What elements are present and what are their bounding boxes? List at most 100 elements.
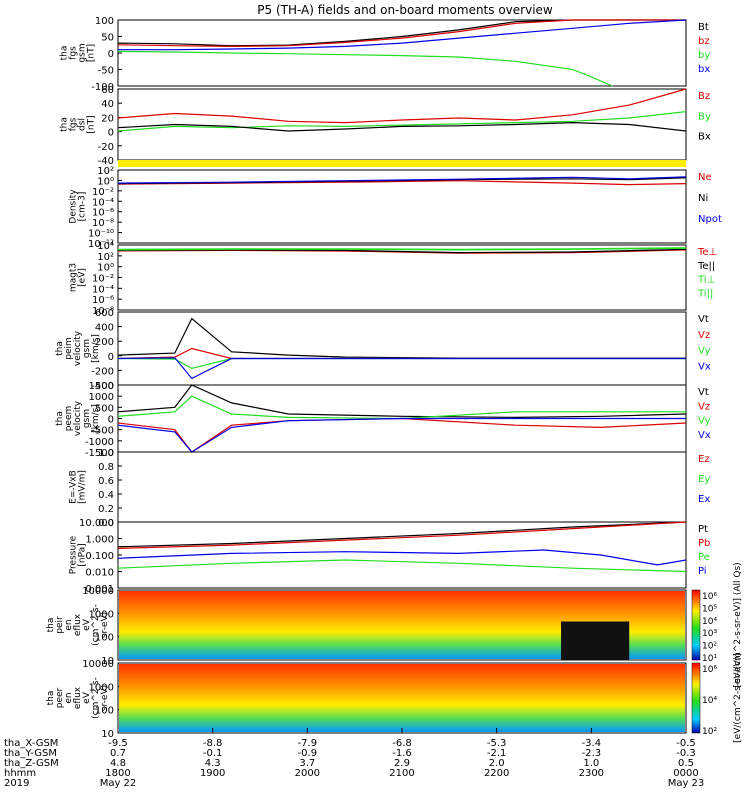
legend-peim_velocity-Vt: Vt	[698, 314, 709, 325]
y-tick-label-peim_velocity: 600	[95, 308, 114, 319]
panel-frame-efield	[117, 451, 687, 523]
y-tick-label-peim_velocity: -400	[91, 381, 114, 392]
y-tick-label-fgs_dsl: 60	[101, 85, 114, 96]
y-axis-label-peir_eflux: sr-eV)	[100, 612, 110, 638]
legend-fgs_gsm-bx: bx	[698, 64, 710, 75]
series-line-pressure-Pt	[117, 521, 687, 548]
x-tick-label: 0.5	[678, 758, 694, 769]
heatmap-gap-peir_eflux	[561, 621, 630, 660]
x-tick-label: -3.4	[582, 738, 602, 749]
x-tick-label: 4.3	[205, 758, 221, 769]
series-line-fgs_gsm-by	[117, 50, 613, 87]
y-tick-label-efield: 0.2	[98, 504, 114, 515]
y-axis-label-temperature: [eV]	[78, 268, 88, 287]
y-axis-label-peer_eflux: tha	[46, 691, 56, 706]
y-axis-label-peim_velocity: tha	[55, 341, 65, 356]
x-tick-label: 2300	[579, 768, 604, 779]
y-axis-label-peir_eflux: (cm^2-s-	[91, 604, 101, 646]
x-tick-label: -0.5	[676, 738, 696, 749]
series-line-peim_velocity-Vx	[117, 357, 686, 380]
y-tick-label-peem_velocity: 1000	[89, 392, 114, 403]
y-tick-label-pressure: 0.001	[85, 584, 114, 595]
series-line-density-Npot	[117, 176, 687, 184]
colorbar-tick-peir_eflux: 10⁵	[702, 604, 717, 614]
y-tick-label-density: 10⁻²	[92, 187, 114, 198]
y-tick-label-peir_eflux: 1000	[89, 609, 114, 620]
y-tick-label-peir_eflux: 10000	[82, 586, 114, 597]
y-tick-label-temperature: 10⁻⁶	[92, 295, 114, 306]
y-axis-label-peim_velocity: [km/s]	[91, 334, 101, 363]
y-tick-label-peim_velocity: 0	[108, 352, 114, 363]
x-tick-label: -2.3	[582, 748, 602, 759]
y-axis-label-pressure: [nPa]	[78, 543, 88, 566]
legend-fgs_gsm-by: by	[698, 50, 710, 61]
y-tick-label-efield: 1.0	[98, 448, 114, 459]
legend-peem_velocity-Vy: Vy	[698, 416, 711, 427]
x-row-label: hhmm	[4, 768, 36, 779]
x-tick-label: 2200	[484, 768, 509, 779]
x-tick-label: 2.0	[489, 758, 505, 769]
x-year-label: 2019	[4, 778, 29, 789]
x-tick-label: -9.5	[108, 738, 128, 749]
y-tick-label-density: 10⁻⁶	[92, 208, 114, 219]
legend-efield-Ey: Ey	[698, 474, 710, 485]
y-axis-label-peem_velocity: gsm	[82, 409, 92, 428]
yellow-data-bar	[118, 160, 686, 167]
x-tick-label: -0.3	[676, 748, 696, 759]
series-line-temperature-Ti	[117, 247, 687, 251]
series-line-fgs_gsm-bx	[118, 19, 687, 51]
y-axis-label-temperature: magt3	[69, 263, 79, 292]
legend-fgs_dsl-Bx: Bx	[698, 132, 711, 143]
x-row-label: tha_Z-GSM	[4, 758, 59, 769]
legend-fgs_dsl-Bz: Bz	[698, 91, 710, 102]
y-axis-label-fgs_dsl: [nT]	[87, 115, 97, 133]
y-axis-label-peim_velocity: velocity	[73, 330, 83, 366]
series-line-fgs_dsl-Bz	[117, 88, 687, 124]
colorbar-peer_eflux	[691, 662, 701, 734]
y-tick-label-density: 10⁻¹²	[88, 239, 114, 250]
x-tick-label: 0000	[673, 768, 698, 779]
legend-temperature-Te: Te||	[697, 261, 715, 272]
x-tick-label: -1.6	[392, 748, 412, 759]
y-tick-label-peer_eflux: 10	[101, 729, 114, 740]
x-tick-label: -0.1	[203, 748, 223, 759]
y-axis-label-density: Density	[69, 189, 79, 224]
y-tick-label-peem_velocity: -1000	[85, 437, 114, 448]
x-tick-label: 1800	[105, 768, 130, 779]
series-line-peem_velocity-Vz	[117, 417, 687, 453]
colorbar-tick-peir_eflux: 10⁶	[702, 592, 717, 602]
y-axis-label-peem_velocity: tha	[55, 411, 65, 426]
y-axis-label-peer_eflux: eV	[82, 691, 92, 704]
legend-temperature-Ti: Ti||	[697, 288, 713, 299]
x-start-date: May 22	[100, 778, 137, 789]
y-axis-label-peer_eflux: eflux	[73, 686, 83, 709]
y-tick-label-pressure: 10.000	[79, 518, 114, 529]
colorbar-tick-peer_eflux: 10⁶	[702, 665, 717, 675]
legend-fgs_dsl-By: By	[698, 111, 711, 122]
panel-frame-peim_velocity	[117, 311, 687, 386]
panel-frame-peir_eflux	[117, 589, 687, 661]
y-tick-label-peer_eflux: 100	[95, 706, 114, 717]
y-tick-label-peer_eflux: 1000	[89, 682, 114, 693]
legend-density-Npot: Npot	[698, 214, 722, 225]
y-tick-label-fgs_gsm: -100	[91, 82, 114, 93]
x-tick-label: 4.8	[110, 758, 126, 769]
legend-peem_velocity-Vx: Vx	[698, 430, 711, 441]
x-tick-label: 0.7	[110, 748, 126, 759]
y-tick-label-fgs_dsl: -40	[98, 156, 114, 167]
colorbar-tick-peir_eflux: 10²	[702, 642, 717, 652]
heatmap-peer_eflux	[119, 664, 685, 732]
y-axis-label-pressure: Pressure	[69, 535, 79, 574]
y-tick-label-peem_velocity: 500	[95, 403, 114, 414]
x-axis-group: tha_X-GSM -9.5 -8.8 -7.9 -6.8 -5.3 -3.4 -0.5 tha…	[4, 728, 704, 789]
y-axis-label-peer_eflux: (cm^2-s-	[91, 677, 101, 719]
series-line-pressure-Pe	[117, 559, 687, 573]
legend-pressure-Pb: Pb	[698, 538, 710, 549]
legend-pressure-Pi: Pi	[698, 566, 707, 577]
colorbar-tick-peer_eflux: 10⁴	[702, 696, 717, 706]
y-axis-label-peem_velocity: velocity	[73, 400, 83, 436]
series-line-peim_velocity-Vy	[117, 357, 686, 370]
y-axis-label-fgs_gsm: fgs	[69, 46, 79, 60]
